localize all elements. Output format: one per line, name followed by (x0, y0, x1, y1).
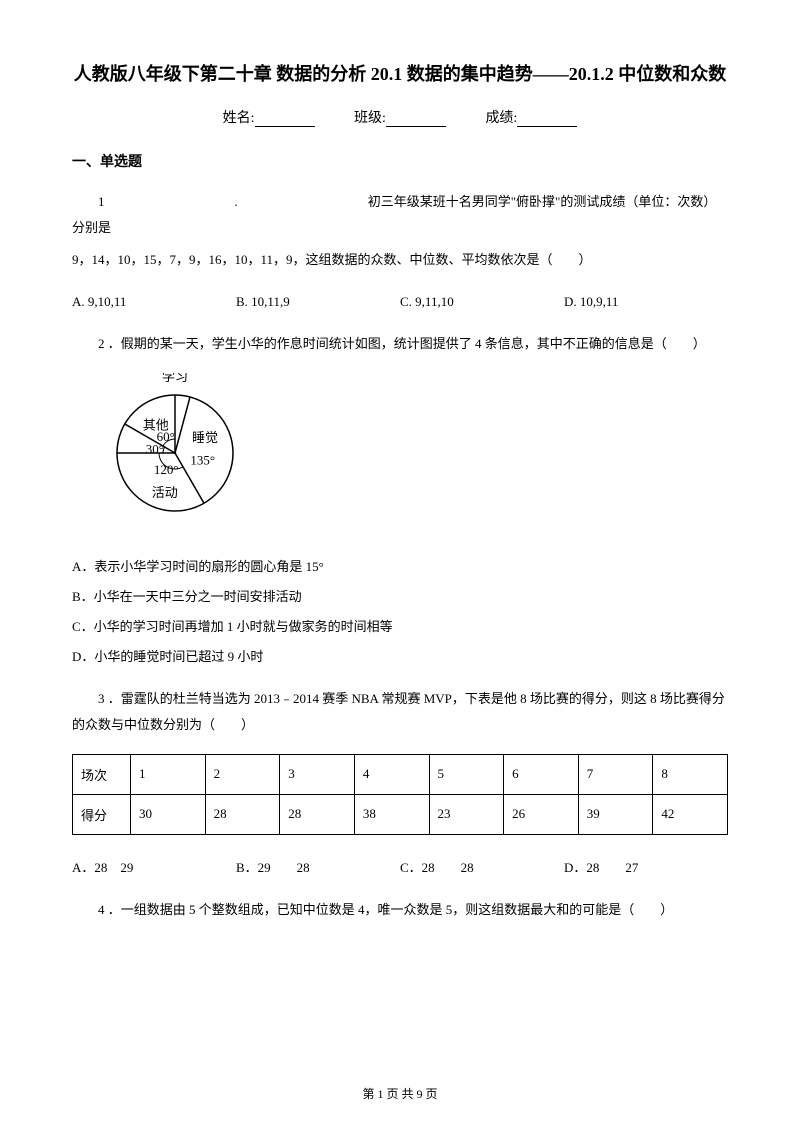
table-cell: 28 (280, 794, 355, 834)
q1-optC: C. 9,11,10 (400, 289, 564, 315)
q2-options: A．表示小华学习时间的扇形的圆心角是 15° B．小华在一天中三分之一时间安排活… (72, 554, 728, 670)
score-label: 成绩: (485, 111, 517, 126)
question-1: 1.初三年级某班十名男同学"俯卧撑"的测试成绩（单位：次数）分别是 (72, 189, 728, 241)
form-line: 姓名: 班级: 成绩: (72, 107, 728, 127)
score-field: 成绩: (485, 107, 577, 127)
table-cell: 5 (429, 754, 504, 794)
q3-optA: A．28 29 (72, 855, 236, 881)
table-cell: 4 (354, 754, 429, 794)
table-cell: 3 (280, 754, 355, 794)
q3-options: A．28 29 B．29 28 C．28 28 D．28 27 (72, 855, 728, 881)
q2-optA: A．表示小华学习时间的扇形的圆心角是 15° (72, 554, 728, 580)
table-cell: 39 (578, 794, 653, 834)
row1-label: 场次 (73, 754, 131, 794)
svg-text:睡觉: 睡觉 (192, 430, 218, 445)
q1-options: A. 9,10,11 B. 10,11,9 C. 9,11,10 D. 10,9… (72, 289, 728, 315)
question-3: 3 ．雷霆队的杜兰特当选为 2013﹣2014 赛季 NBA 常规赛 MVP，下… (72, 686, 728, 738)
table-cell: 8 (653, 754, 728, 794)
name-blank (255, 126, 315, 127)
pie-chart: 学习其他60°睡觉135°家务30°活动120° (100, 373, 728, 538)
q2-optB: B．小华在一天中三分之一时间安排活动 (72, 584, 728, 610)
score-blank (517, 126, 577, 127)
class-field: 班级: (354, 107, 446, 127)
table-cell: 28 (205, 794, 280, 834)
page-footer: 第 1 页 共 9 页 (0, 1085, 800, 1102)
table-row: 得分 30 28 28 38 23 26 39 42 (73, 794, 728, 834)
table-cell: 42 (653, 794, 728, 834)
class-blank (386, 126, 446, 127)
question-4: 4 ．一组数据由 5 个整数组成，已知中位数是 4，唯一众数是 5，则这组数据最… (72, 897, 728, 923)
q1-optD: D. 10,9,11 (564, 289, 728, 315)
q2-optC: C．小华的学习时间再增加 1 小时就与做家务的时间相等 (72, 614, 728, 640)
name-label: 姓名: (223, 111, 255, 126)
table-cell: 7 (578, 754, 653, 794)
table-cell: 6 (504, 754, 579, 794)
q1-optA: A. 9,10,11 (72, 289, 236, 315)
table-cell: 2 (205, 754, 280, 794)
q1-text2: 9，14，10，15，7，9，16，10，11，9，这组数据的众数、中位数、平均… (72, 247, 728, 273)
q3-optD: D．28 27 (564, 855, 728, 881)
q2-optD: D．小华的睡觉时间已超过 9 小时 (72, 644, 728, 670)
class-label: 班级: (354, 111, 386, 126)
page-title: 人教版八年级下第二十章 数据的分析 20.1 数据的集中趋势——20.1.2 中… (72, 60, 728, 89)
q1-text1: 初三年级某班十名男同学"俯卧撑"的测试成绩（单位：次数）分别是 (72, 194, 716, 235)
q1-optB: B. 10,11,9 (236, 289, 400, 315)
pie-svg: 学习其他60°睡觉135°家务30°活动120° (100, 373, 270, 533)
table-cell: 30 (131, 794, 206, 834)
q3-optC: C．28 28 (400, 855, 564, 881)
question-2: 2 ．假期的某一天，学生小华的作息时间统计如图，统计图提供了 4 条信息，其中不… (72, 331, 728, 357)
table-cell: 38 (354, 794, 429, 834)
table-cell: 1 (131, 754, 206, 794)
row2-label: 得分 (73, 794, 131, 834)
table-cell: 23 (429, 794, 504, 834)
table-cell: 26 (504, 794, 579, 834)
q3-table: 场次 1 2 3 4 5 6 7 8 得分 30 28 28 38 23 26 … (72, 754, 728, 835)
q1-dot: . (235, 194, 238, 209)
section-header: 一、单选题 (72, 151, 728, 171)
svg-text:活动: 活动 (152, 485, 178, 500)
name-field: 姓名: (223, 107, 315, 127)
svg-text:135°: 135° (190, 452, 215, 467)
q3-optB: B．29 28 (236, 855, 400, 881)
table-row: 场次 1 2 3 4 5 6 7 8 (73, 754, 728, 794)
svg-text:30°: 30° (146, 441, 164, 456)
svg-text:学习: 学习 (162, 373, 188, 384)
q1-num: 1 (98, 194, 105, 209)
